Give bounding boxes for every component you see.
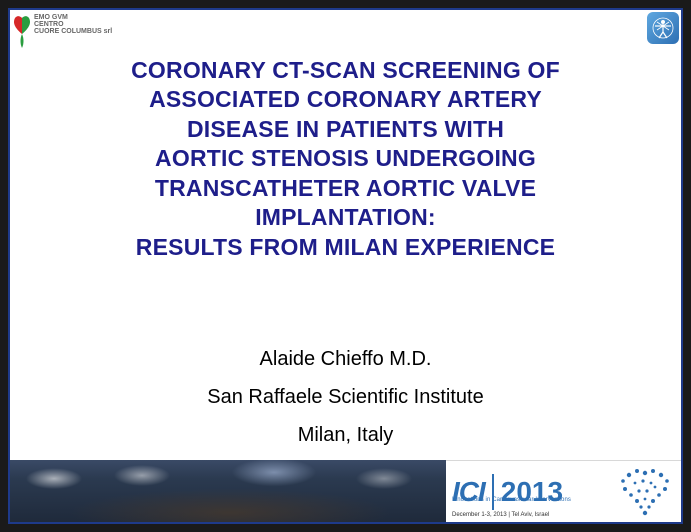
author-location: Milan, Italy [10, 416, 681, 454]
author-affiliation: San Raffaele Scientific Institute [10, 378, 681, 416]
title-line-7: RESULTS FROM MILAN EXPERIENCE [50, 233, 641, 262]
title-line-6: IMPLANTATION: [50, 203, 641, 232]
logo-line-3: CUORE COLUMBUS srl [34, 28, 112, 35]
title-line-4: AORTIC STENOSIS UNDERGOING [50, 144, 641, 173]
logo-top-right [647, 12, 679, 44]
dotted-heart-icon [611, 463, 677, 519]
logo-line-2: CENTRO [34, 21, 112, 28]
logo-top-left-text: EMO GVM CENTRO CUORE COLUMBUS srl [34, 14, 112, 35]
conf-dates: December 1-3, 2013 | Tel Aviv, Israel [452, 512, 549, 518]
title-line-3: DISEASE IN PATIENTS WITH [50, 115, 641, 144]
heart-mark-icon [14, 14, 30, 48]
slide: EMO GVM CENTRO CUORE COLUMBUS srl CORONA… [8, 8, 683, 524]
author-name: Alaide Chieffo M.D. [10, 340, 681, 378]
title-line-2: ASSOCIATED CORONARY ARTERY [50, 85, 641, 114]
title-line-1: CORONARY CT-SCAN SCREENING OF [50, 56, 641, 85]
author-block: Alaide Chieffo M.D. San Raffaele Scienti… [10, 340, 681, 454]
slide-title: CORONARY CT-SCAN SCREENING OF ASSOCIATED… [50, 56, 641, 262]
conf-subtitle: Innovations in Cardiovascular Interventi… [452, 497, 571, 503]
footer-conference-logo: ICI 2013 Innovations in Cardiovascular I… [446, 460, 681, 522]
divider-icon [491, 472, 495, 512]
title-line-5: TRANSCATHETER AORTIC VALVE [50, 174, 641, 203]
logo-top-left: EMO GVM CENTRO CUORE COLUMBUS srl [14, 14, 112, 48]
logo-line-1: EMO GVM [34, 14, 112, 21]
footer-audience-photo [10, 460, 450, 522]
vitruvian-icon [652, 17, 674, 39]
